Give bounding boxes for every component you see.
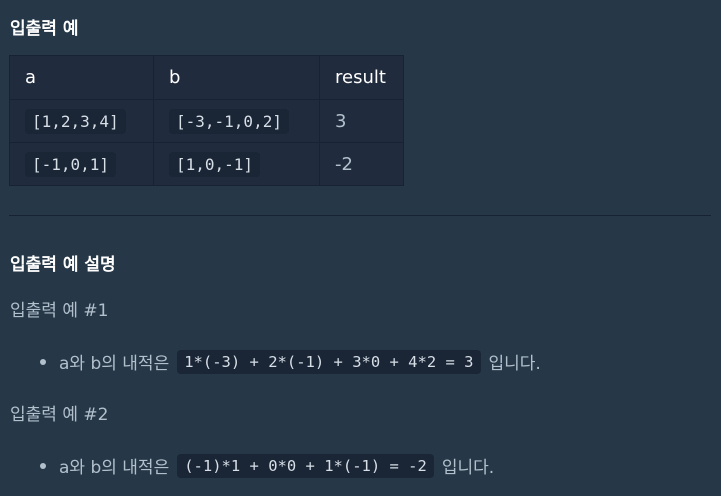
explanation-prefix: a와 b의 내적은	[59, 458, 170, 478]
column-header-result: result	[319, 55, 404, 100]
cell-a: [1,2,3,4]	[9, 99, 154, 143]
example-1-explanation: a와 b의 내적은 1*(-3) + 2*(-1) + 3*0 + 4*2 = …	[40, 349, 541, 374]
explanation-prefix: a와 b의 내적은	[59, 354, 170, 374]
cell-b: [1,0,-1]	[153, 142, 320, 186]
bullet-icon	[40, 358, 46, 365]
column-header-b: b	[153, 55, 320, 100]
example-2-explanation: a와 b의 내적은 (-1)*1 + 0*0 + 1*(-1) = -2 입니다…	[40, 453, 494, 478]
io-example-heading: 입출력 예	[10, 19, 79, 39]
cell-a: [-1,0,1]	[9, 142, 154, 186]
inline-code: (-1)*1 + 0*0 + 1*(-1) = -2	[177, 453, 434, 478]
section-divider	[9, 215, 711, 216]
bullet-icon	[40, 462, 46, 469]
table-header-row: a b result	[9, 55, 404, 100]
code-value: [1,2,3,4]	[25, 108, 126, 134]
explanation-suffix: 입니다.	[441, 458, 495, 478]
column-header-a: a	[9, 55, 154, 100]
io-explanation-heading: 입출력 예 설명	[10, 255, 116, 275]
table-row: [1,2,3,4] [-3,-1,0,2] 3	[9, 99, 404, 143]
example-1-title: 입출력 예 #1	[10, 301, 109, 321]
code-value: [-3,-1,0,2]	[169, 108, 289, 134]
io-example-table: a b result [1,2,3,4] [-3,-1,0,2] 3 [-1,0…	[9, 55, 404, 186]
cell-b: [-3,-1,0,2]	[153, 99, 320, 143]
code-value: [-1,0,1]	[25, 151, 117, 177]
table-row: [-1,0,1] [1,0,-1] -2	[9, 142, 404, 186]
explanation-suffix: 입니다.	[488, 354, 541, 374]
cell-result: 3	[319, 99, 404, 143]
example-2-title: 입출력 예 #2	[10, 405, 109, 425]
inline-code: 1*(-3) + 2*(-1) + 3*0 + 4*2 = 3	[177, 349, 481, 374]
code-value: [1,0,-1]	[169, 151, 261, 177]
cell-result: -2	[319, 142, 404, 186]
